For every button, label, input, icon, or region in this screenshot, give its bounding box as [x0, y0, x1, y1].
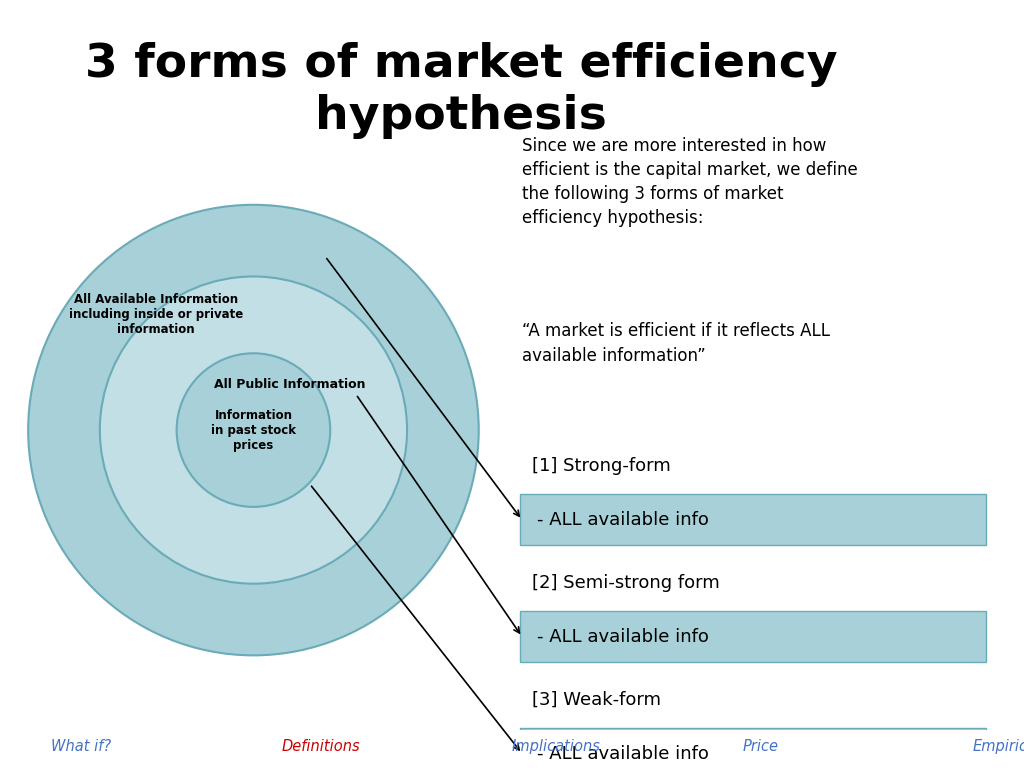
Circle shape	[100, 276, 407, 584]
Text: Since we are more interested in how
efficient is the capital market, we define
t: Since we are more interested in how effi…	[522, 137, 858, 227]
Text: hypothesis: hypothesis	[314, 94, 607, 139]
Text: [2] Semi-strong form: [2] Semi-strong form	[532, 574, 720, 592]
Text: - ALL available info: - ALL available info	[537, 744, 709, 763]
Text: [3] Weak-form: [3] Weak-form	[532, 690, 662, 709]
Text: Information
in past stock
prices: Information in past stock prices	[211, 409, 296, 452]
FancyBboxPatch shape	[519, 611, 986, 662]
Text: Price: Price	[742, 739, 778, 754]
Text: Definitions: Definitions	[282, 739, 360, 754]
Text: Implications: Implications	[512, 739, 601, 754]
Text: 3 forms of market efficiency: 3 forms of market efficiency	[85, 42, 837, 88]
Text: “A market is efficient if it reflects ALL
available information”: “A market is efficient if it reflects AL…	[522, 323, 830, 365]
FancyBboxPatch shape	[519, 728, 986, 768]
Text: - ALL available info: - ALL available info	[537, 627, 709, 646]
Text: [1] Strong-form: [1] Strong-form	[532, 457, 671, 475]
FancyBboxPatch shape	[519, 495, 986, 545]
Text: All Public Information: All Public Information	[214, 378, 365, 390]
Text: - ALL available info: - ALL available info	[537, 511, 709, 529]
Text: Empirics: Empirics	[973, 739, 1024, 754]
Text: All Available Information
including inside or private
information: All Available Information including insi…	[69, 293, 244, 336]
Circle shape	[28, 205, 479, 655]
Text: What if?: What if?	[51, 739, 112, 754]
Circle shape	[176, 353, 330, 507]
